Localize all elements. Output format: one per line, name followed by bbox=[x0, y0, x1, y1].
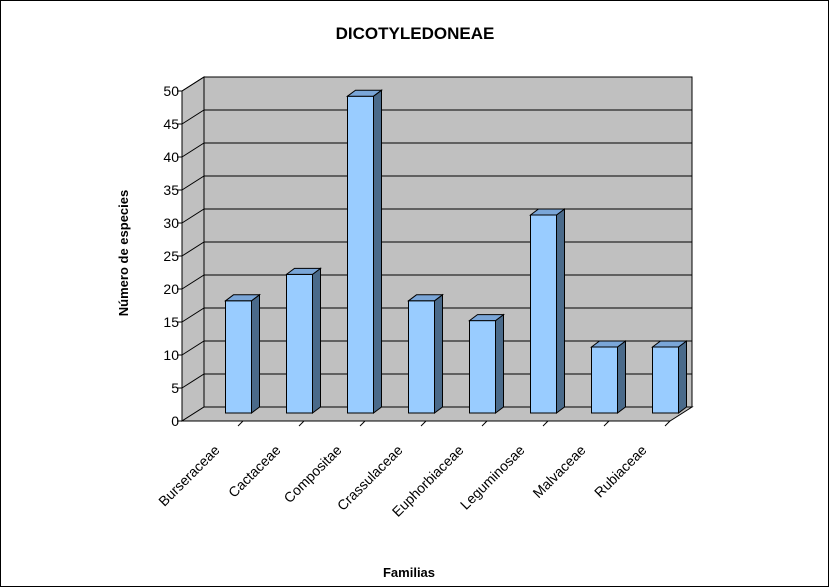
bar-side-malvaceae bbox=[617, 340, 626, 414]
y-tick-label: 40 bbox=[163, 149, 179, 165]
bar-side-crassulaceae bbox=[434, 293, 443, 414]
x-tick-label: Burseraceae bbox=[155, 442, 223, 510]
bar-rubiaceae bbox=[652, 346, 679, 414]
bar-top-euphorbiaceae bbox=[468, 314, 505, 322]
bar-crassulaceae bbox=[408, 300, 435, 414]
gridline bbox=[181, 142, 692, 158]
bar-compositae bbox=[347, 95, 374, 414]
bar-top-crassulaceae bbox=[407, 294, 444, 302]
gridline bbox=[181, 241, 692, 257]
x-tick-label: Cactaceae bbox=[225, 442, 284, 501]
bar-side-burseraceae bbox=[251, 293, 260, 414]
x-tick-mark bbox=[420, 420, 427, 427]
y-tick-label: 5 bbox=[171, 380, 179, 396]
x-tick-mark bbox=[603, 420, 610, 427]
bar-side-rubiaceae bbox=[678, 340, 687, 414]
bar-euphorbiaceae bbox=[469, 320, 496, 414]
gridline bbox=[181, 175, 692, 191]
bar-top-rubiaceae bbox=[651, 340, 688, 348]
x-tick-label: Malvaceae bbox=[529, 442, 588, 501]
gridline bbox=[181, 274, 692, 290]
y-tick-label: 25 bbox=[163, 248, 179, 264]
x-tick-label: Leguminosae bbox=[457, 442, 528, 513]
bar-leguminosae bbox=[530, 214, 557, 414]
gridline bbox=[181, 109, 692, 125]
x-tick-label: Rubiaceae bbox=[591, 442, 650, 501]
bar-malvaceae bbox=[591, 346, 618, 414]
x-tick-label: Compositae bbox=[280, 442, 344, 506]
y-tick-label: 15 bbox=[163, 314, 179, 330]
y-tick-label: 35 bbox=[163, 182, 179, 198]
y-tick-label: 30 bbox=[163, 215, 179, 231]
bar-burseraceae bbox=[225, 300, 252, 414]
x-tick-mark bbox=[298, 420, 305, 427]
x-axis-title: Familias bbox=[383, 565, 435, 580]
bar-top-cactaceae bbox=[285, 267, 322, 275]
bar-cactaceae bbox=[286, 273, 313, 414]
y-tick-label: 10 bbox=[163, 347, 179, 363]
bar-side-euphorbiaceae bbox=[495, 313, 504, 414]
gridline bbox=[181, 76, 692, 92]
gridline bbox=[181, 340, 692, 356]
bar-top-compositae bbox=[346, 89, 383, 97]
y-tick-label: 50 bbox=[163, 83, 179, 99]
y-tick-label: 20 bbox=[163, 281, 179, 297]
x-tick-mark bbox=[542, 420, 549, 427]
x-tick-mark bbox=[664, 420, 671, 427]
bar-side-leguminosae bbox=[556, 208, 565, 414]
bar-side-cactaceae bbox=[312, 267, 321, 414]
gridline bbox=[181, 373, 692, 389]
bar-top-burseraceae bbox=[224, 294, 261, 302]
plot-area: 0 5 10 15 20 25 30 35 40 45 50 Burseraceae Cactaceae… bbox=[155, 76, 694, 520]
x-tick-mark bbox=[481, 420, 488, 427]
bar-side-compositae bbox=[373, 89, 382, 414]
chart-title: DICOTYLEDONEAE bbox=[336, 24, 495, 43]
x-tick-mark bbox=[237, 420, 244, 427]
x-tick-mark bbox=[359, 420, 366, 427]
gridline bbox=[181, 208, 692, 224]
bar-top-leguminosae bbox=[529, 208, 566, 216]
y-tick-label: 0 bbox=[171, 413, 179, 429]
gridline bbox=[181, 307, 692, 323]
bar-top-malvaceae bbox=[590, 340, 627, 348]
y-tick-label: 45 bbox=[163, 116, 179, 132]
y-axis-title: Número de especies bbox=[116, 190, 131, 316]
